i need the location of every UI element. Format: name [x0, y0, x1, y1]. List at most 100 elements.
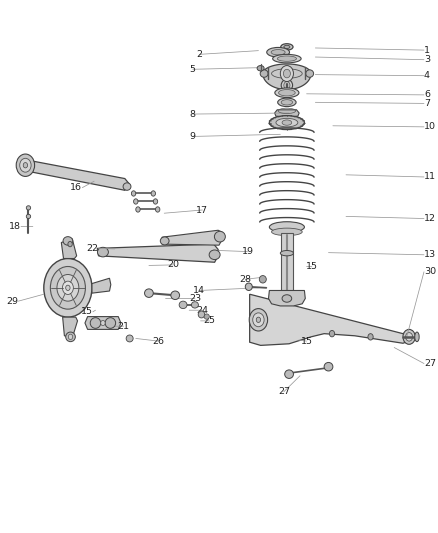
Text: 15: 15	[300, 337, 313, 345]
Ellipse shape	[105, 318, 116, 328]
Text: 11: 11	[424, 173, 436, 181]
Ellipse shape	[278, 98, 296, 107]
Polygon shape	[61, 239, 77, 259]
Polygon shape	[92, 278, 111, 293]
Text: 6: 6	[424, 91, 430, 99]
Bar	[281, 233, 293, 292]
Text: 25: 25	[203, 317, 215, 325]
Ellipse shape	[403, 329, 415, 344]
Ellipse shape	[209, 250, 220, 260]
Text: 24: 24	[196, 306, 208, 314]
Ellipse shape	[260, 70, 268, 77]
Text: 7: 7	[424, 99, 430, 108]
Ellipse shape	[284, 45, 290, 49]
Ellipse shape	[68, 241, 72, 247]
Ellipse shape	[329, 330, 335, 337]
Text: 20: 20	[167, 261, 179, 269]
Polygon shape	[162, 230, 223, 245]
Polygon shape	[63, 317, 78, 338]
Ellipse shape	[282, 120, 292, 125]
Ellipse shape	[257, 66, 264, 71]
Text: 27: 27	[278, 387, 290, 396]
Ellipse shape	[285, 370, 293, 378]
Ellipse shape	[271, 50, 285, 55]
Ellipse shape	[26, 214, 31, 219]
Ellipse shape	[191, 302, 198, 308]
Ellipse shape	[406, 333, 413, 341]
Ellipse shape	[253, 313, 264, 327]
Ellipse shape	[281, 100, 293, 105]
Ellipse shape	[284, 82, 290, 89]
Text: 29: 29	[7, 297, 18, 305]
Text: 10: 10	[424, 123, 436, 131]
Text: 16: 16	[71, 183, 82, 192]
Ellipse shape	[160, 237, 169, 245]
Text: 14: 14	[193, 286, 205, 295]
Ellipse shape	[155, 207, 160, 212]
Ellipse shape	[23, 163, 28, 168]
Ellipse shape	[279, 90, 295, 96]
Ellipse shape	[256, 317, 261, 322]
Text: 2: 2	[196, 50, 202, 59]
Ellipse shape	[281, 44, 293, 50]
Polygon shape	[275, 110, 299, 117]
Text: 15: 15	[306, 262, 318, 271]
Polygon shape	[250, 294, 412, 345]
Ellipse shape	[272, 228, 302, 236]
Ellipse shape	[277, 56, 297, 61]
Text: 3: 3	[424, 55, 430, 64]
Polygon shape	[85, 317, 121, 329]
Text: 12: 12	[424, 214, 436, 223]
Text: 1: 1	[424, 46, 430, 54]
Ellipse shape	[245, 283, 252, 290]
Text: 28: 28	[239, 275, 251, 284]
Ellipse shape	[44, 259, 92, 317]
Ellipse shape	[97, 247, 108, 257]
Ellipse shape	[68, 334, 73, 340]
Ellipse shape	[131, 191, 136, 196]
Ellipse shape	[368, 334, 373, 340]
Ellipse shape	[151, 191, 155, 196]
Ellipse shape	[259, 276, 266, 283]
Ellipse shape	[26, 206, 31, 210]
Ellipse shape	[269, 116, 304, 130]
Text: 22: 22	[87, 244, 99, 253]
Ellipse shape	[20, 158, 31, 172]
Ellipse shape	[306, 70, 314, 77]
Polygon shape	[21, 160, 129, 190]
Ellipse shape	[276, 118, 298, 127]
Ellipse shape	[171, 291, 180, 300]
Ellipse shape	[123, 183, 131, 190]
Text: 4: 4	[424, 71, 430, 80]
Text: 15: 15	[81, 308, 93, 316]
Ellipse shape	[179, 301, 187, 309]
Polygon shape	[97, 244, 218, 262]
Text: 8: 8	[190, 110, 196, 118]
Text: 13: 13	[424, 251, 436, 259]
Text: 23: 23	[189, 294, 201, 303]
Ellipse shape	[57, 274, 79, 301]
Ellipse shape	[62, 281, 73, 294]
Ellipse shape	[136, 207, 140, 212]
Ellipse shape	[66, 285, 70, 290]
Ellipse shape	[275, 88, 299, 98]
Text: 21: 21	[117, 322, 130, 330]
Ellipse shape	[282, 295, 292, 302]
Ellipse shape	[145, 289, 153, 297]
Ellipse shape	[90, 318, 101, 328]
Polygon shape	[263, 64, 311, 90]
Ellipse shape	[324, 362, 333, 371]
Ellipse shape	[269, 222, 304, 232]
Ellipse shape	[16, 154, 35, 176]
Ellipse shape	[63, 237, 73, 245]
Ellipse shape	[126, 335, 133, 342]
Ellipse shape	[281, 79, 293, 91]
Ellipse shape	[215, 231, 225, 242]
Ellipse shape	[280, 251, 293, 256]
Text: 27: 27	[424, 359, 436, 368]
Ellipse shape	[415, 332, 419, 342]
Polygon shape	[268, 290, 305, 306]
Ellipse shape	[283, 69, 290, 78]
Text: 5: 5	[190, 65, 196, 74]
Text: 18: 18	[9, 222, 21, 231]
